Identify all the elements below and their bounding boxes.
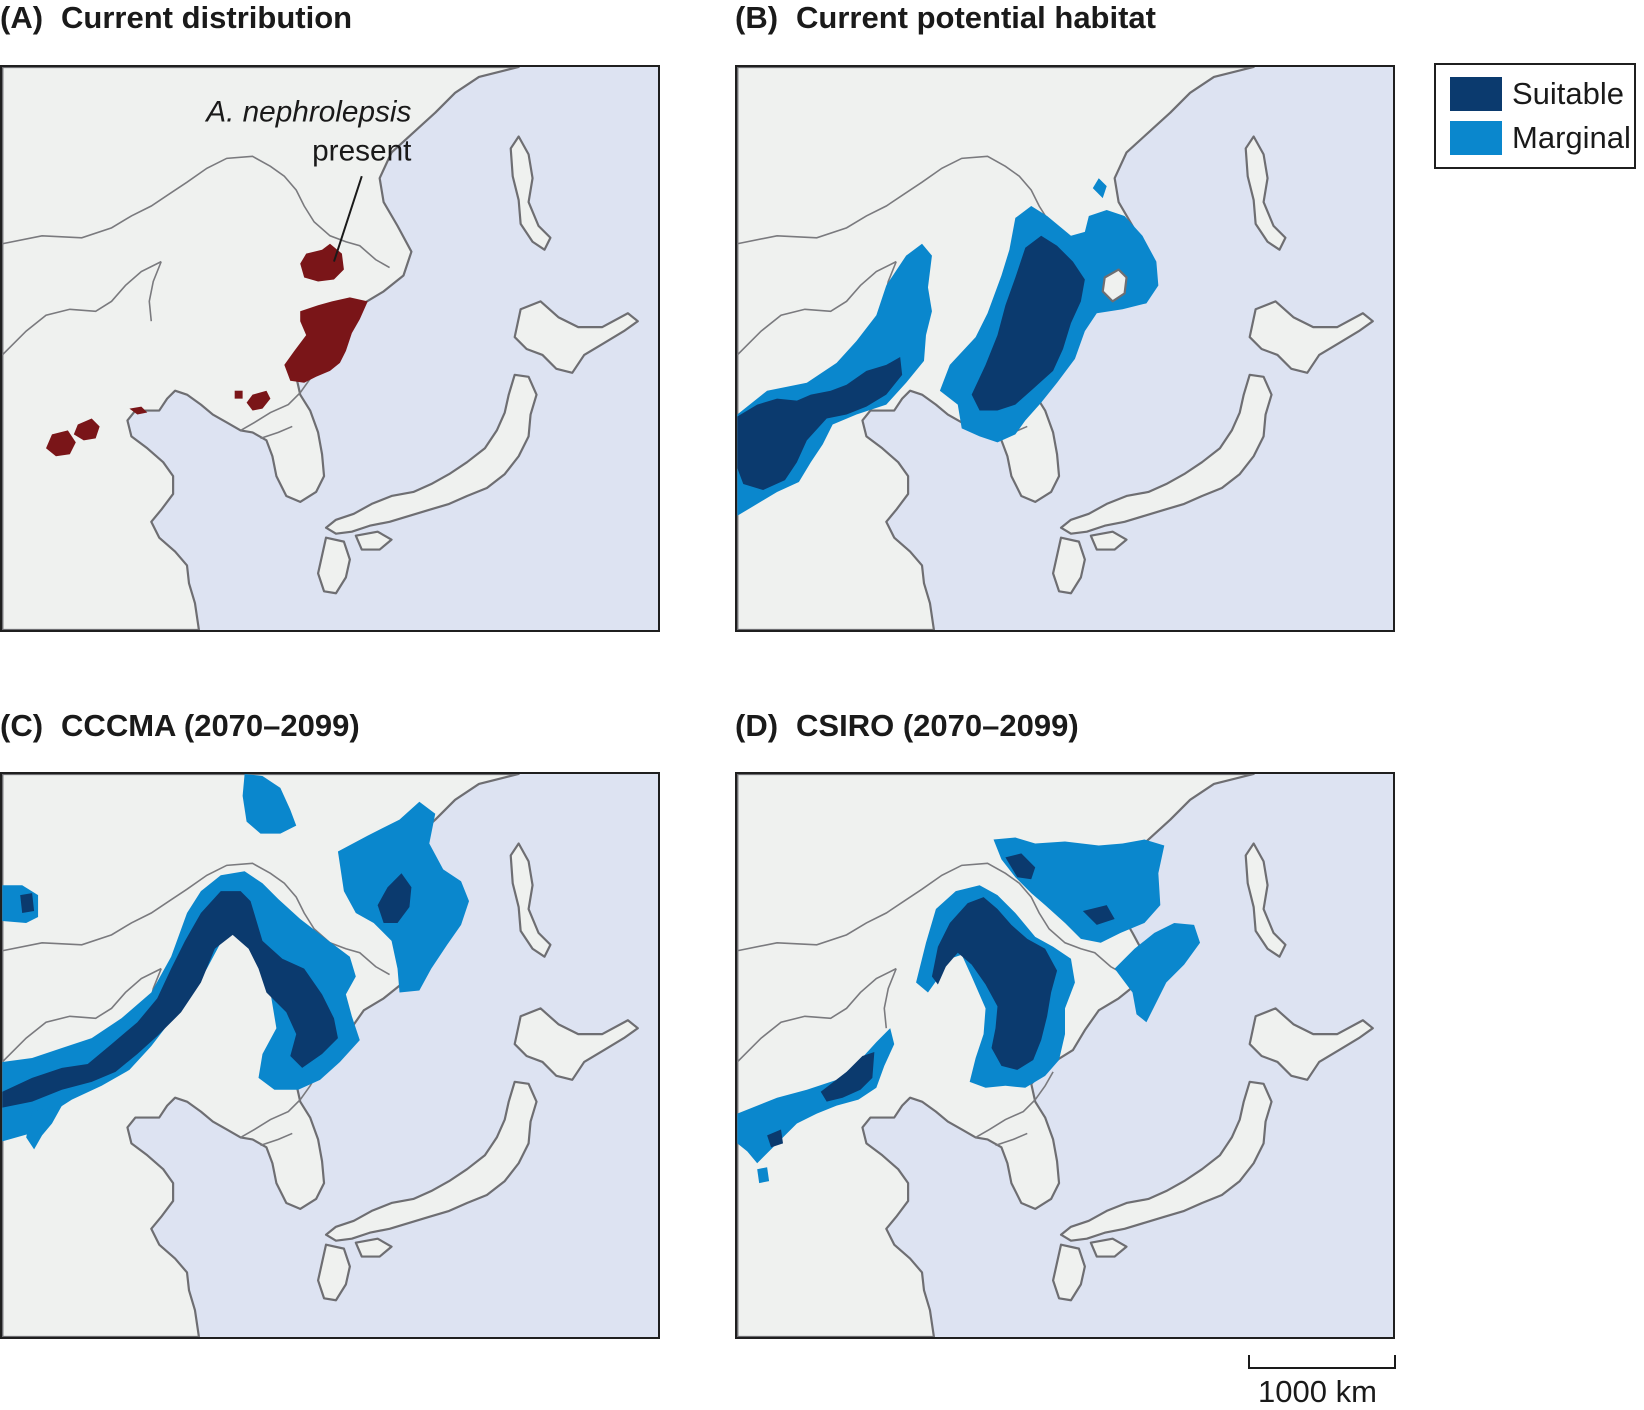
legend-label-marginal: Marginal (1512, 120, 1631, 155)
scale-bar-label: 1000 km (1258, 1374, 1377, 1409)
panel-c-title: (C) CCCMA (2070–2099) (0, 708, 360, 744)
marginal-area-small-dot (757, 1167, 770, 1184)
habitat-gap-island (1101, 268, 1128, 303)
map-b-svg (737, 67, 1374, 630)
panel-d-title: (D) CSIRO (2070–2099) (735, 708, 1079, 744)
marginal-area-north-patch (242, 774, 297, 834)
annotation-status: present (312, 134, 412, 167)
legend-label-suitable: Suitable (1512, 76, 1625, 111)
presence-patch-north (300, 243, 344, 282)
scale-bar-tick-right (1394, 1355, 1396, 1369)
map-current-potential-habitat (735, 65, 1395, 632)
suitable-area-central (971, 235, 1085, 411)
map-cccma-projection (0, 772, 660, 1339)
suitable-area-northeast (377, 873, 412, 923)
marginal-area-southwest (737, 1028, 895, 1164)
presence-patch-small (234, 390, 243, 399)
legend-swatch-suitable (1450, 77, 1502, 111)
marginal-area-southwest (26, 1105, 62, 1150)
panel-c-letter: (C) (0, 708, 44, 743)
panel-b-letter: (B) (735, 0, 779, 35)
map-a-svg: A. nephrolepsis present (2, 67, 639, 630)
legend-item-marginal: Marginal (1450, 120, 1631, 155)
legend-swatch-marginal (1450, 121, 1502, 155)
panel-c-label: CCCMA (2070–2099) (61, 708, 360, 743)
suitable-area-main (931, 897, 1058, 1070)
suitable-habitat (767, 853, 1115, 1148)
annotation-species: A. nephrolepsis (204, 96, 411, 129)
panel-b-label: Current potential habitat (796, 0, 1156, 35)
panel-a-letter: (A) (0, 0, 44, 35)
suitable-area-north (1005, 853, 1115, 925)
presence-patch-central (284, 297, 368, 383)
map-csiro-projection (735, 772, 1395, 1339)
marginal-area-north (1092, 178, 1107, 199)
map-c-svg (2, 774, 639, 1337)
marginal-area-north (993, 837, 1165, 943)
scale-bar-line (1248, 1367, 1396, 1369)
legend-item-suitable: Suitable (1450, 76, 1625, 111)
marginal-area-east-strip (1114, 922, 1201, 1023)
suitable-habitat (2, 873, 412, 1108)
legend: Suitable Marginal (1434, 63, 1636, 169)
panel-a-title: (A) Current distribution (0, 0, 352, 36)
presence-patch-east (246, 390, 271, 411)
presence-patch-tiny (129, 406, 148, 415)
panel-d-letter: (D) (735, 708, 779, 743)
suitable-habitat (737, 235, 1085, 490)
scale-bar-tick-left (1248, 1355, 1250, 1369)
scale-bar (1248, 1355, 1396, 1369)
annotation-leader-line (333, 175, 363, 262)
presence-patch-west (46, 418, 100, 457)
suitable-area-far-west (20, 893, 35, 914)
panel-d-label: CSIRO (2070–2099) (796, 708, 1079, 743)
suitable-area-west (737, 356, 903, 490)
map-current-distribution: A. nephrolepsis present (0, 65, 660, 632)
map-d-svg (737, 774, 1374, 1337)
panel-b-title: (B) Current potential habitat (735, 0, 1156, 36)
suitable-area-southwest (767, 1052, 875, 1148)
presence-areas (46, 243, 368, 457)
suitable-area-main-band (2, 891, 338, 1108)
panel-a-label: Current distribution (61, 0, 353, 35)
